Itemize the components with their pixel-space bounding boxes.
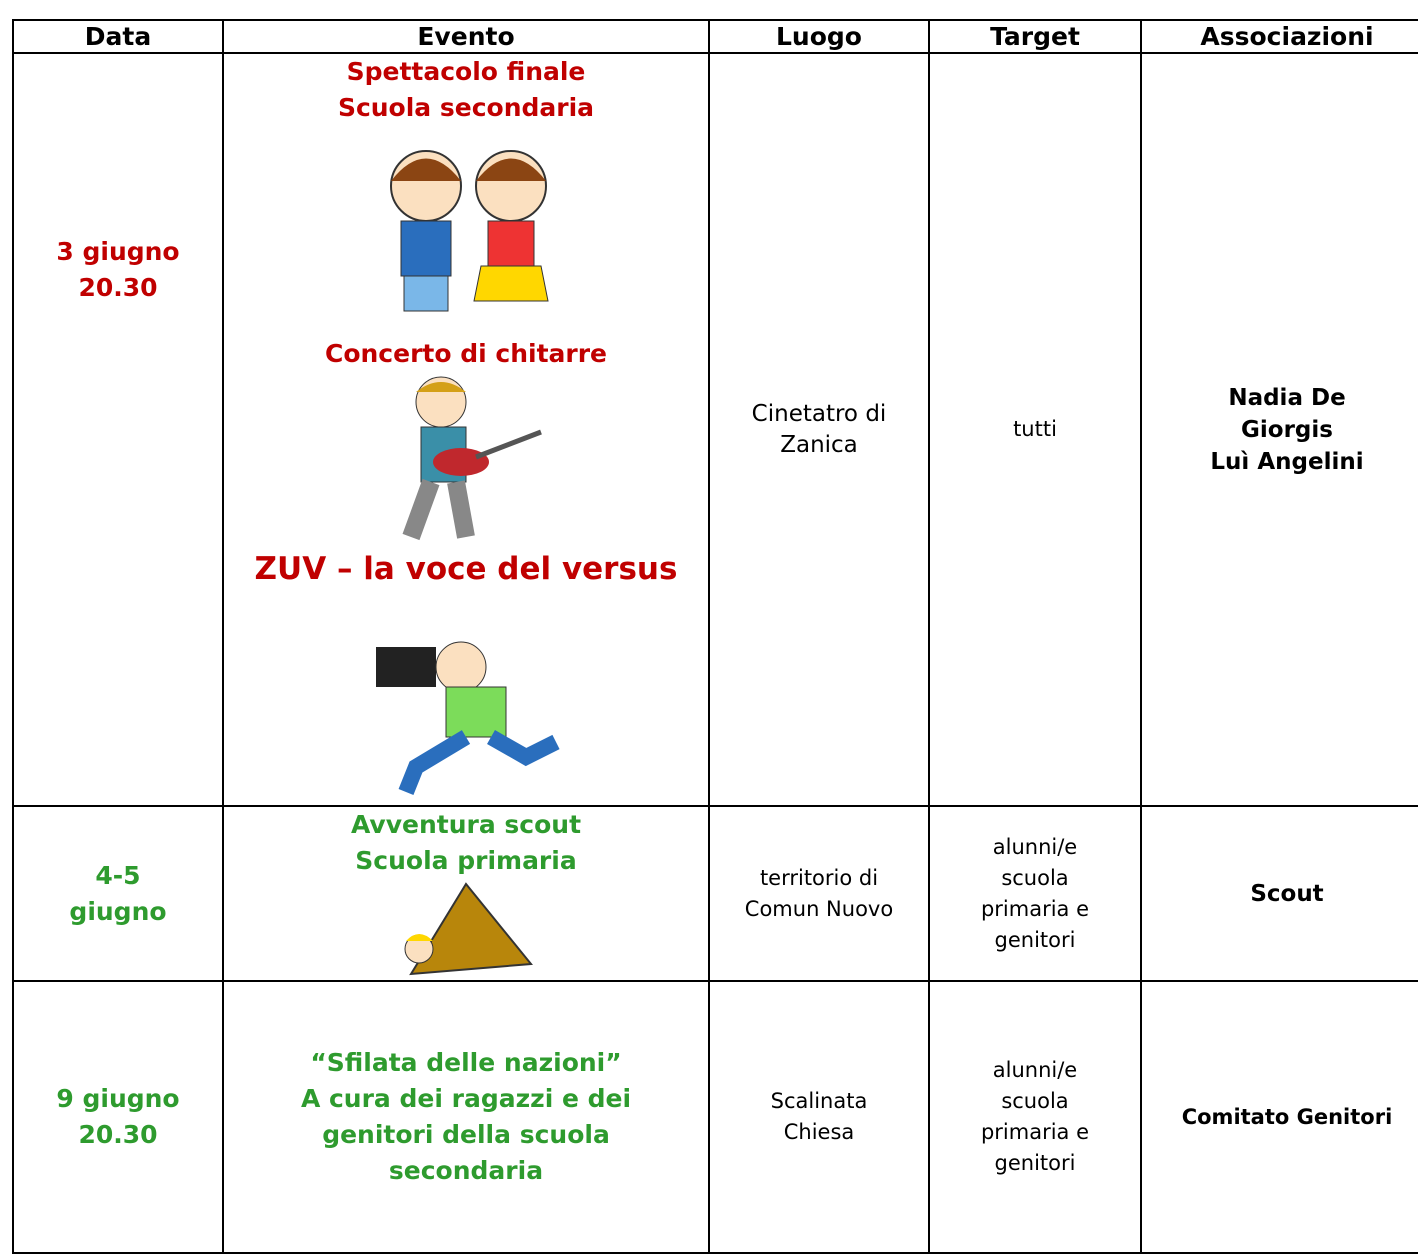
text: Scuola secondaria [337, 93, 595, 122]
target-cell: tutti [928, 52, 1142, 807]
text: Cinetatro di [751, 400, 887, 427]
header: Luogo [708, 19, 930, 54]
text: Concerto di chitarre [324, 339, 608, 368]
text: Scalinata [770, 1089, 868, 1113]
date-cell: 9 giugno 20.30 [12, 980, 224, 1254]
text: scuola [1001, 865, 1069, 890]
event-cell: Avventura scout Scuola primaria [222, 805, 710, 982]
text: Scout [1250, 880, 1324, 907]
kids-image [390, 150, 549, 312]
place-cell: Scalinata Chiesa [708, 980, 930, 1254]
text: 3 giugno [56, 237, 180, 266]
text: genitori [994, 927, 1076, 952]
header-row: Data Evento Luogo Target Associazioni [12, 19, 1418, 54]
date-cell: 4-5 giugno [12, 805, 224, 982]
target-cell: alunni/e scuola primaria e genitori [928, 980, 1142, 1254]
text: tutti [1013, 417, 1057, 441]
tent-image [404, 882, 533, 976]
header: Evento [222, 19, 710, 54]
text: primaria e [980, 1120, 1090, 1144]
text: genitori della scuola [322, 1120, 610, 1149]
text: 9 giugno [56, 1084, 180, 1113]
text: Giorgis [1241, 416, 1333, 443]
text: Zanica [780, 431, 858, 458]
event: Spettacolo finale Scuola secondaria Conc… [224, 54, 708, 797]
event: “Sfilata delle nazioni” A cura dei ragaz… [224, 1045, 708, 1189]
place-cell: Cinetatro di Zanica [708, 52, 930, 807]
header: Associazioni [1140, 19, 1418, 54]
associations-cell: Nadia De Giorgis Luì Angelini [1140, 52, 1418, 807]
event-cell: Spettacolo finale Scuola secondaria Conc… [222, 52, 710, 807]
text: primaria e [980, 896, 1090, 921]
text: Nadia De [1228, 384, 1346, 411]
text: “Sfilata delle nazioni” [310, 1048, 622, 1077]
cameraman-image [376, 641, 560, 795]
text: scuola [1001, 1089, 1069, 1113]
text: alunni/e [992, 1058, 1078, 1082]
text: A cura dei ragazzi e dei [300, 1084, 632, 1113]
associations-cell: Scout [1140, 805, 1418, 982]
header: Target [928, 19, 1142, 54]
text: ZUV – la voce del versus [254, 551, 678, 587]
text: Luì Angelini [1210, 448, 1364, 475]
text: Scuola primaria [355, 846, 577, 875]
text: Chiesa [783, 1120, 855, 1144]
associations-cell: Comitato Genitori [1140, 980, 1418, 1254]
event: Avventura scout Scuola primaria [224, 807, 708, 979]
event-cell: “Sfilata delle nazioni” A cura dei ragaz… [222, 980, 710, 1254]
target-cell: alunni/e scuola primaria e genitori [928, 805, 1142, 982]
row: 3 giugno 20.30 Spettacolo finale Scuola s… [12, 52, 1418, 807]
text: 4-5 [95, 860, 141, 890]
place-cell: territorio di Comun Nuovo [708, 805, 930, 982]
text: territorio di [759, 865, 879, 890]
text: Comitato Genitori [1181, 1105, 1393, 1129]
text: Spettacolo finale [346, 57, 586, 86]
text: genitori [994, 1151, 1076, 1175]
row: 9 giugno 20.30 “Sfilata delle nazioni” A … [12, 980, 1418, 1254]
date-cell: 3 giugno 20.30 [12, 52, 224, 807]
text: secondaria [388, 1156, 544, 1185]
guitarist-image [402, 376, 542, 541]
text: alunni/e [992, 834, 1078, 859]
text: 20.30 [78, 273, 158, 302]
events-table: Data Evento Luogo Target Associazioni 3 … [12, 19, 1418, 1254]
text: 20.30 [78, 1120, 158, 1149]
text: Comun Nuovo [744, 896, 894, 921]
row: 4-5 giugno Avventura scout Scuola primari… [12, 805, 1418, 982]
text: Avventura scout [350, 810, 582, 839]
text: giugno [69, 896, 167, 926]
header: Data [12, 19, 224, 54]
